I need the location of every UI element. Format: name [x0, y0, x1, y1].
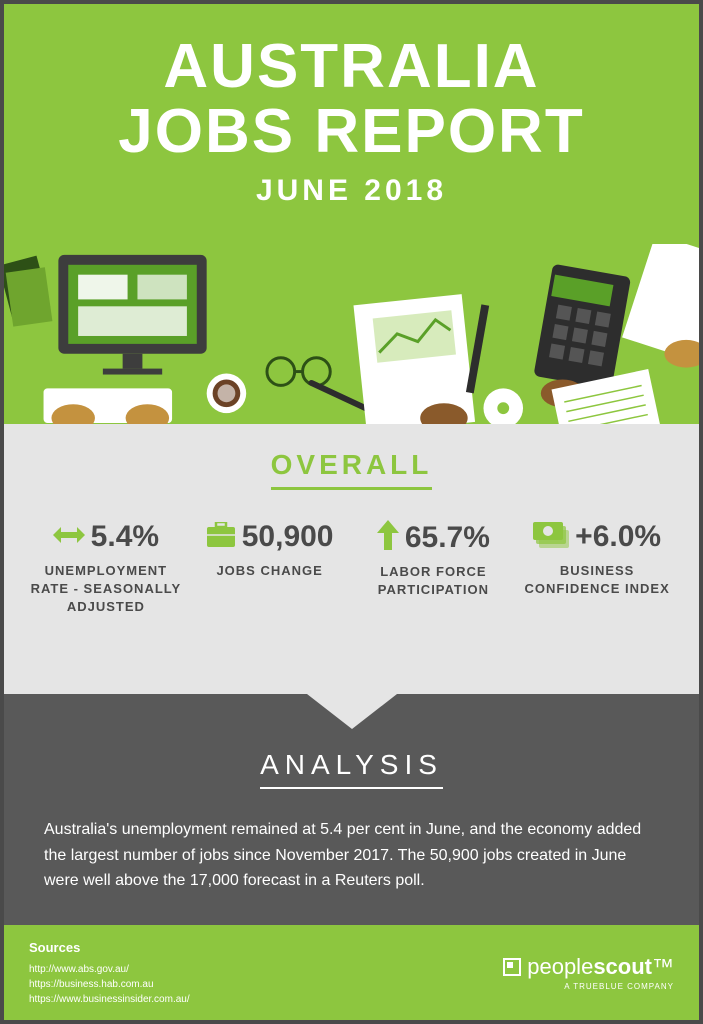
desk-illustration [4, 244, 699, 424]
source-link: http://www.abs.gov.au/ [29, 962, 190, 977]
desk-icon [4, 244, 699, 424]
logo-text: peoplescout™ [503, 954, 674, 980]
analysis-body: Australia's unemployment remained at 5.4… [44, 817, 659, 894]
overall-section: OVERALL 5.4% UNEMPLOYMENT RATE - SEASONA… [4, 424, 699, 694]
sources-block: Sources http://www.abs.gov.au/ https://b… [29, 938, 190, 1007]
subtitle: JUNE 2018 [4, 174, 699, 208]
stat-unemployment: 5.4% UNEMPLOYMENT RATE - SEASONALLY ADJU… [24, 520, 188, 617]
money-icon [533, 522, 569, 553]
analysis-heading: ANALYSIS [260, 749, 443, 789]
stat-label: BUSINESS CONFIDENCE INDEX [521, 562, 673, 598]
infographic-poster: AUSTRALIA JOBS REPORT JUNE 2018 [0, 0, 703, 1024]
sources-heading: Sources [29, 938, 190, 958]
source-link: https://business.hab.com.au [29, 977, 190, 992]
divider-triangle [307, 694, 397, 729]
stat-labor-force: 65.7% LABOR FORCE PARTICIPATION [352, 520, 516, 599]
source-link: https://www.businessinsider.com.au/ [29, 992, 190, 1007]
stat-value: 5.4% [91, 520, 159, 554]
arrows-h-icon [53, 524, 85, 551]
stat-value: 50,900 [242, 520, 334, 554]
overall-heading: OVERALL [271, 449, 433, 490]
footer: Sources http://www.abs.gov.au/ https://b… [4, 925, 699, 1020]
main-title: AUSTRALIA JOBS REPORT [4, 34, 699, 164]
stat-value: 65.7% [405, 521, 490, 555]
logo-block: peoplescout™ A TRUEBLUE COMPANY [503, 954, 674, 991]
stats-row: 5.4% UNEMPLOYMENT RATE - SEASONALLY ADJU… [24, 520, 679, 617]
stat-label: JOBS CHANGE [194, 562, 346, 580]
briefcase-icon [206, 522, 236, 553]
hero-section: AUSTRALIA JOBS REPORT JUNE 2018 [4, 4, 699, 424]
logo-box-icon [503, 958, 521, 976]
stat-confidence: +6.0% BUSINESS CONFIDENCE INDEX [515, 520, 679, 598]
stat-value: +6.0% [575, 520, 661, 554]
stat-label: LABOR FORCE PARTICIPATION [358, 563, 510, 599]
arrow-up-icon [377, 520, 399, 555]
stat-label: UNEMPLOYMENT RATE - SEASONALLY ADJUSTED [30, 562, 182, 617]
logo-tagline: A TRUEBLUE COMPANY [503, 982, 674, 991]
stat-jobs-change: 50,900 JOBS CHANGE [188, 520, 352, 580]
